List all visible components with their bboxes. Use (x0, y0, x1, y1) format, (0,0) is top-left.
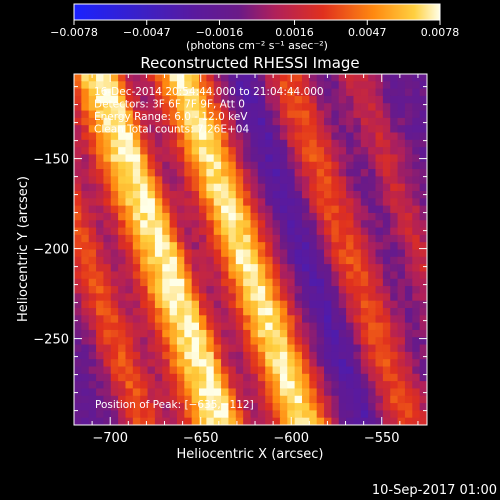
colorbar (73, 3, 441, 21)
x-tick-label: −600 (273, 431, 309, 446)
y-axis-ticks: −150 −200 −250 (33, 86, 427, 412)
heatmap-image (74, 74, 427, 425)
annotation-line: 16-Dec-2014 20:54:44.000 to 21:04:44.000 (94, 86, 324, 98)
annotation-line: Detectors: 3F 6F 7F 9F, Att 0 (94, 99, 245, 111)
x-axis-ticks: −700 −650 −600 −550 (91, 74, 419, 446)
colorbar-tick-labels: −0.0078 −0.0047 −0.0016 0.0016 0.0047 0.0078 (50, 26, 459, 39)
footer-timestamp: 10-Sep-2017 01:00 (372, 483, 497, 498)
colorbar-tick-label: 0.0016 (275, 26, 314, 39)
annotation-line: Energy Range: 6.0 - 12.0 keV (94, 111, 248, 123)
colorbar-tick-label: −0.0078 (50, 26, 98, 39)
colorbar-ticks (73, 20, 441, 25)
x-tick-label: −650 (183, 431, 219, 446)
annotation-line: Clean Total counts: 7.26E+04 (94, 124, 249, 136)
peak-position-label: Position of Peak: [−635,−112] (95, 399, 254, 411)
colorbar-tick-label: −0.0047 (123, 26, 171, 39)
y-tick-label: −200 (33, 243, 69, 258)
x-axis-label: Heliocentric X (arcsec) (177, 447, 324, 462)
y-tick-label: −250 (33, 333, 69, 348)
y-tick-label: −150 (33, 153, 69, 168)
y-axis-label: Heliocentric Y (arcsec) (16, 176, 31, 322)
x-tick-label: −550 (364, 431, 400, 446)
x-tick-label: −700 (92, 431, 128, 446)
chart-title: Reconstructed RHESSI Image (140, 54, 359, 72)
colorbar-tick-label: 0.0078 (421, 26, 460, 39)
annotation-block: 16-Dec-2014 20:54:44.000 to 21:04:44.000… (94, 86, 324, 136)
colorbar-units: (photons cm⁻² s⁻¹ asec⁻²) (186, 39, 328, 52)
colorbar-tick-label: 0.0047 (348, 26, 387, 39)
plot-frame (73, 73, 428, 426)
colorbar-tick-label: −0.0016 (196, 26, 244, 39)
